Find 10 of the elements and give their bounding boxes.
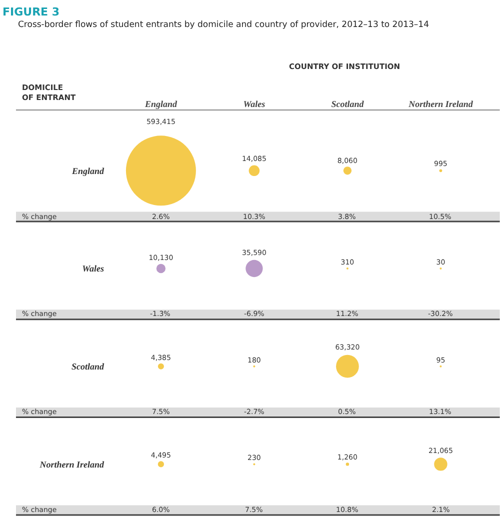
x-tick-label: Wales bbox=[243, 99, 266, 110]
x-tick-label: England bbox=[144, 99, 178, 110]
x-tick-label: Northern Ireland bbox=[408, 99, 474, 110]
y-tick-label: England bbox=[70, 166, 104, 176]
y-tick-label: Northern Ireland bbox=[38, 459, 104, 470]
chart-subtitle: Cross-border flows of student entrants by domicile and country of provider, 2012–13 to 2013–14 bbox=[18, 20, 430, 30]
x-tick-label: Scotland bbox=[331, 99, 364, 110]
chart-title: FIGURE 3 bbox=[2, 6, 60, 19]
y-tick-label: Wales bbox=[82, 264, 104, 274]
y-tick-label: Scotland bbox=[71, 362, 104, 372]
